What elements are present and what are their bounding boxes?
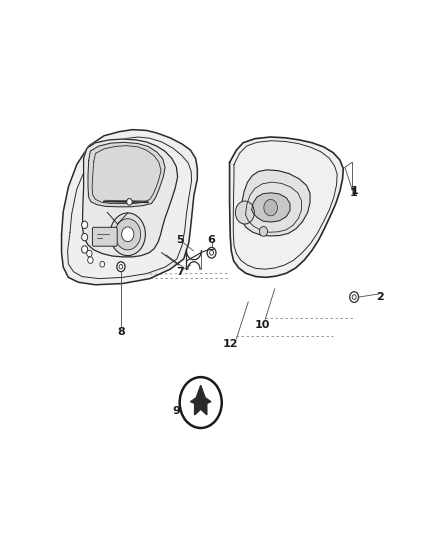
Circle shape bbox=[235, 201, 254, 224]
Circle shape bbox=[117, 262, 125, 272]
Text: 1: 1 bbox=[350, 186, 358, 196]
Circle shape bbox=[127, 199, 132, 205]
Polygon shape bbox=[61, 130, 197, 285]
Circle shape bbox=[81, 221, 88, 229]
Circle shape bbox=[87, 251, 92, 257]
Text: 10: 10 bbox=[255, 320, 270, 329]
Text: 5: 5 bbox=[177, 235, 184, 245]
Circle shape bbox=[81, 233, 88, 241]
Circle shape bbox=[100, 261, 105, 267]
Circle shape bbox=[264, 199, 277, 216]
Text: 1: 1 bbox=[350, 188, 357, 198]
Text: 2: 2 bbox=[376, 292, 384, 302]
Circle shape bbox=[88, 257, 93, 263]
Circle shape bbox=[259, 227, 268, 236]
Polygon shape bbox=[241, 170, 310, 236]
Circle shape bbox=[115, 219, 141, 250]
FancyBboxPatch shape bbox=[92, 227, 117, 246]
Circle shape bbox=[207, 247, 216, 258]
Text: 7: 7 bbox=[177, 268, 184, 278]
Circle shape bbox=[180, 377, 222, 428]
Text: 12: 12 bbox=[223, 339, 239, 349]
Text: 9: 9 bbox=[172, 406, 180, 416]
Polygon shape bbox=[83, 139, 178, 257]
Circle shape bbox=[119, 264, 123, 269]
Circle shape bbox=[110, 213, 145, 256]
Circle shape bbox=[81, 246, 88, 253]
Circle shape bbox=[350, 292, 359, 302]
Text: 8: 8 bbox=[117, 327, 125, 336]
Circle shape bbox=[352, 295, 356, 300]
Polygon shape bbox=[88, 142, 165, 207]
Circle shape bbox=[210, 251, 214, 255]
Polygon shape bbox=[251, 193, 290, 222]
Polygon shape bbox=[191, 385, 211, 415]
Text: 6: 6 bbox=[208, 235, 215, 245]
Polygon shape bbox=[230, 137, 343, 277]
Circle shape bbox=[122, 227, 134, 241]
